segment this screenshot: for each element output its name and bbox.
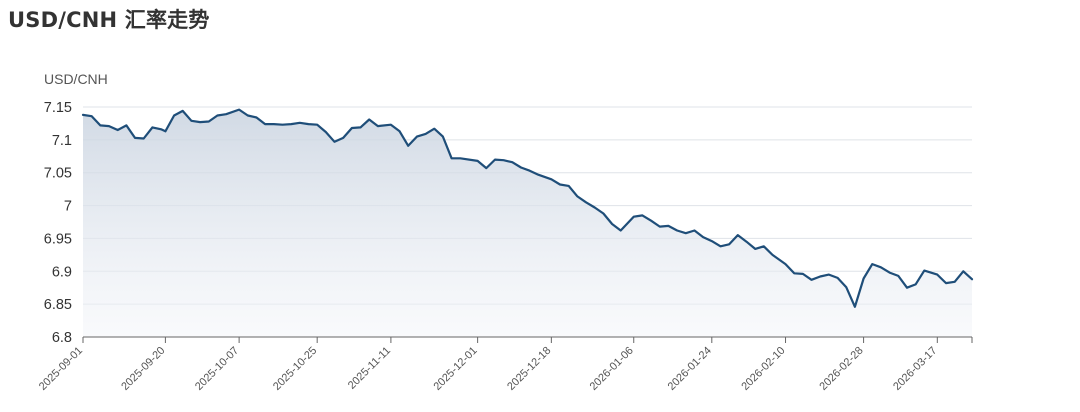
x-tick-label: 2025-11-11 <box>346 345 393 392</box>
y-tick-label: 6.85 <box>44 297 72 313</box>
y-tick-label: 7.15 <box>44 100 72 116</box>
x-tick-label: 2025-09-01 <box>37 345 85 393</box>
x-tick-label: 2025-12-01 <box>431 345 479 393</box>
y-tick-label: 6.8 <box>52 330 72 346</box>
y-tick-label: 7.1 <box>52 133 72 149</box>
y-axis-ticks: 6.8 6.85 6.9 6.95 7 7.05 7.1 7.15 <box>44 100 72 346</box>
series-area <box>83 109 972 337</box>
y-tick-label: 7.05 <box>44 166 72 182</box>
x-tick-label: 2026-01-06 <box>588 345 636 393</box>
x-tick-label: 2025-10-25 <box>271 345 319 393</box>
x-tick-label: 2026-01-24 <box>666 345 714 393</box>
x-tick-label: 2025-09-20 <box>119 345 167 393</box>
y-tick-label: 7 <box>64 199 72 215</box>
page-title: USD/CNH 汇率走势 <box>8 8 210 32</box>
x-tick-label: 2026-02-10 <box>739 345 787 393</box>
x-tick-label: 2025-10-07 <box>193 345 241 393</box>
x-tick-label: 2026-03-17 <box>891 345 939 393</box>
y-tick-label: 6.9 <box>52 264 72 280</box>
series-line <box>81 108 974 308</box>
area-layer <box>83 109 972 337</box>
x-tick-label: 2025-12-18 <box>505 345 553 393</box>
y-tick-label: 6.95 <box>44 231 72 247</box>
y-axis-label: USD/CNH <box>44 71 108 87</box>
x-axis-ticks: 2025-09-01 2025-09-20 2025-10-07 2025-10-25… <box>37 337 973 393</box>
line-layer <box>81 108 974 308</box>
x-tick-label: 2026-02-28 <box>817 345 865 393</box>
